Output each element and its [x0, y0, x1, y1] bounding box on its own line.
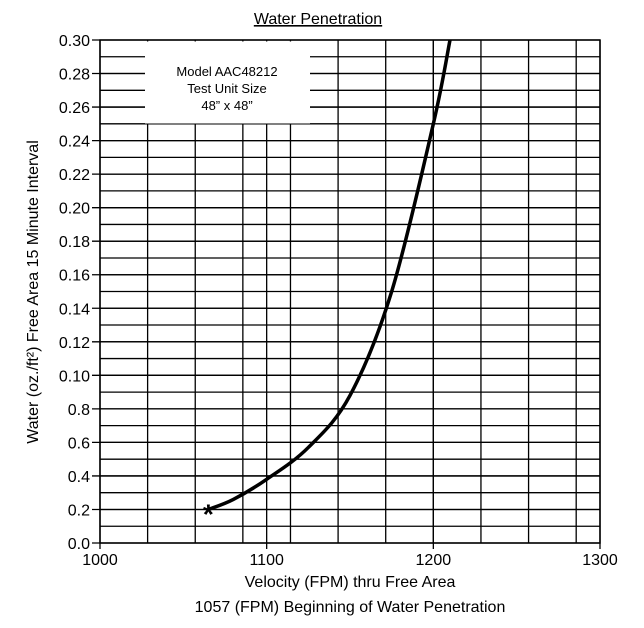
- y-tick-label: 0.12: [59, 335, 90, 352]
- y-tick-label: 0.22: [59, 167, 90, 184]
- x-tick-label: 1000: [82, 552, 118, 569]
- start-marker: *: [203, 498, 214, 529]
- chart-title: Water Penetration: [254, 11, 382, 28]
- info-text: Model AAC48212: [176, 64, 277, 79]
- x-tick-label: 1200: [416, 552, 452, 569]
- y-axis-label: Water (oz./ft²) Free Area 15 Minute Inte…: [25, 140, 42, 444]
- y-tick-label: 0.4: [68, 469, 90, 486]
- x-tick-label: 1100: [249, 552, 284, 569]
- y-tick-label: 0.16: [59, 268, 90, 285]
- y-tick-label: 0.6: [68, 435, 90, 452]
- info-text: 48” x 48”: [201, 98, 252, 113]
- y-tick-label: 0.2: [68, 502, 90, 519]
- y-tick-label: 0.26: [59, 100, 90, 117]
- y-tick-label: 0.18: [59, 234, 90, 251]
- y-tick-label: 0.8: [68, 402, 90, 419]
- annotation: 1057 (FPM) Beginning of Water Penetratio…: [195, 599, 506, 616]
- info-box: [145, 41, 310, 124]
- plot-frame: [99, 39, 601, 544]
- y-tick-label: 0.28: [59, 67, 90, 84]
- info-text: Test Unit Size: [187, 81, 266, 96]
- y-tick-label: 0.0: [68, 536, 90, 553]
- y-tick-label: 0.20: [59, 201, 90, 218]
- y-tick-label: 0.24: [59, 134, 90, 151]
- y-tick-label: 0.14: [59, 301, 90, 318]
- y-tick-label: 0.10: [59, 368, 90, 385]
- x-tick-label: 1300: [582, 552, 618, 569]
- x-axis-label: Velocity (FPM) thru Free Area: [245, 574, 456, 591]
- y-tick-label: 0.30: [59, 33, 90, 50]
- curve: [207, 39, 452, 512]
